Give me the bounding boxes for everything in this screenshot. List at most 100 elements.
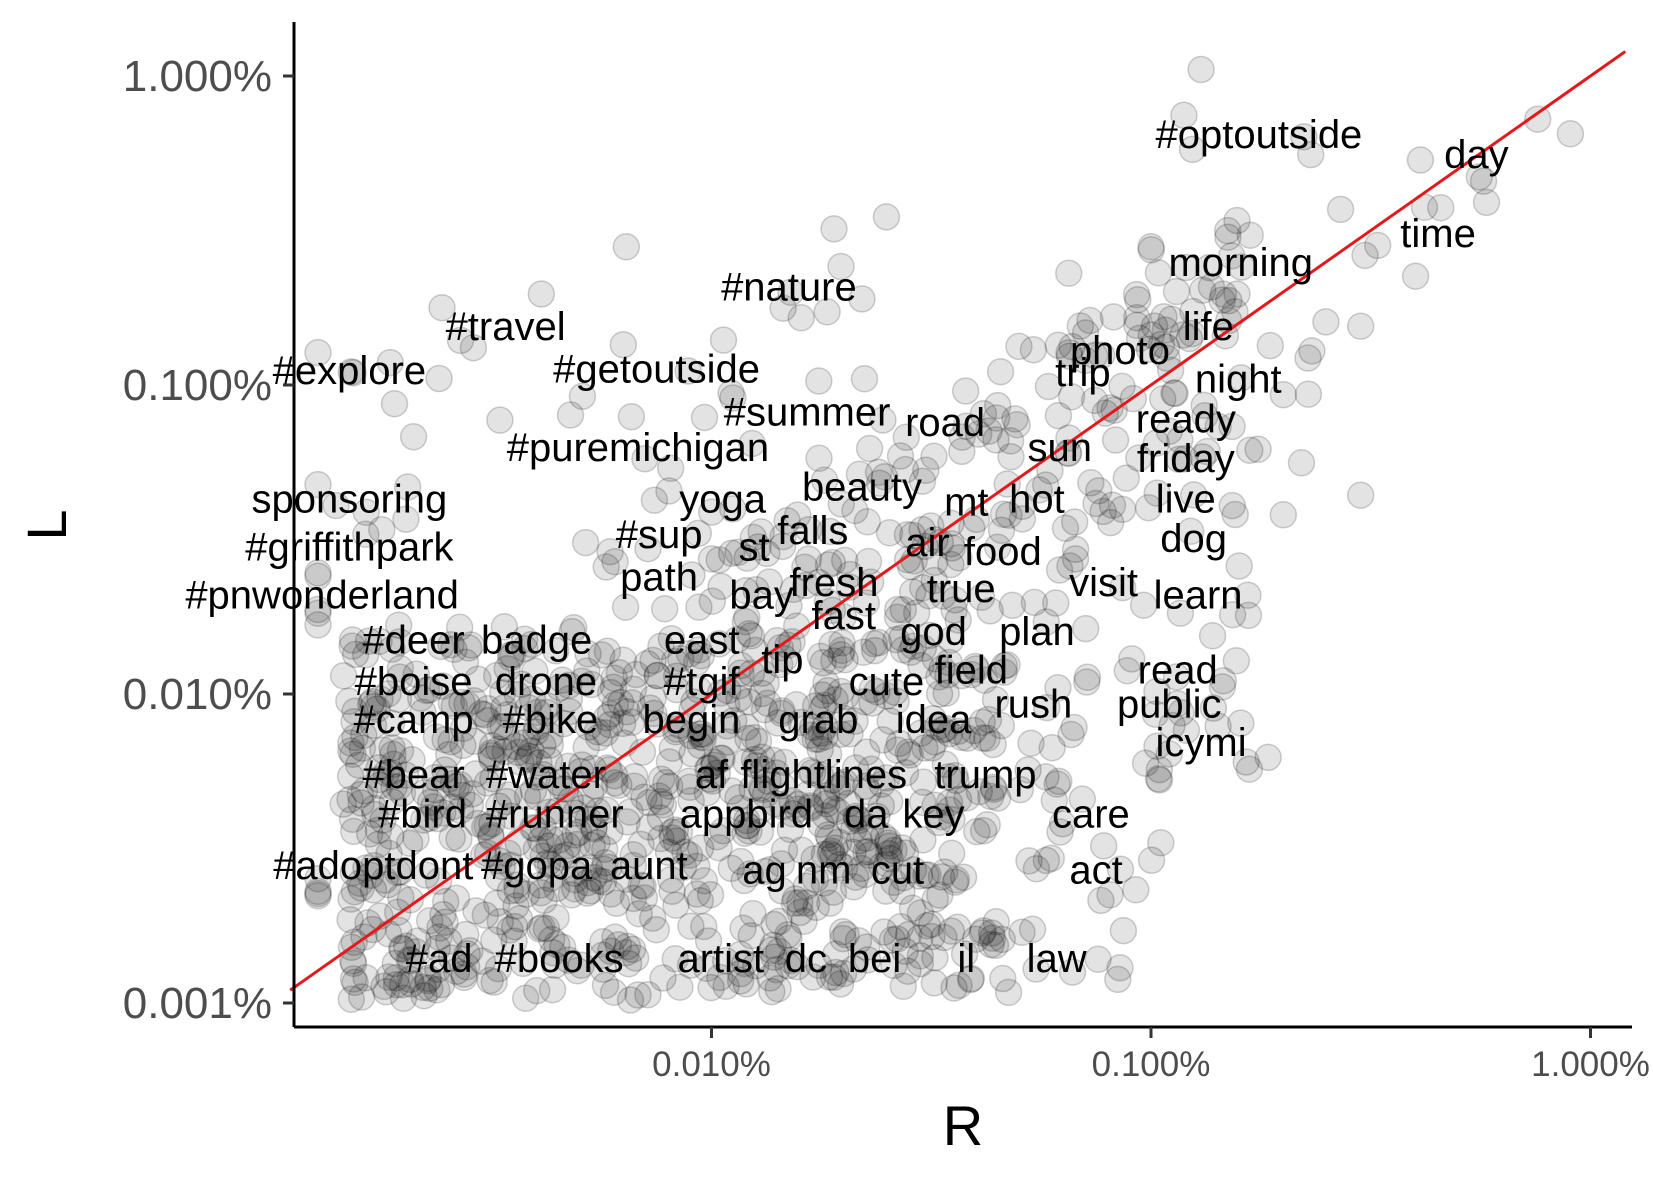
point xyxy=(805,568,833,597)
point xyxy=(365,754,393,782)
point xyxy=(396,886,425,914)
point xyxy=(461,760,490,788)
point xyxy=(997,443,1025,471)
point xyxy=(677,721,706,750)
point xyxy=(1113,656,1142,685)
x-tick-label: 0.100% xyxy=(1092,1045,1211,1084)
point xyxy=(1137,321,1166,349)
point xyxy=(935,719,964,748)
point xyxy=(346,780,375,809)
point xyxy=(935,648,963,677)
point xyxy=(622,660,650,689)
point xyxy=(478,809,506,838)
point xyxy=(606,688,635,717)
point xyxy=(639,684,667,713)
point xyxy=(916,621,944,650)
point xyxy=(948,437,976,466)
word-label: bay xyxy=(729,573,794,617)
point xyxy=(627,830,655,859)
point xyxy=(521,657,549,686)
point xyxy=(612,938,640,967)
point xyxy=(661,816,690,844)
point xyxy=(891,937,919,966)
point xyxy=(719,384,747,412)
point xyxy=(620,762,649,791)
point xyxy=(1427,193,1455,222)
point xyxy=(584,723,613,752)
point xyxy=(852,589,881,617)
point xyxy=(635,788,663,817)
point xyxy=(304,595,332,624)
point xyxy=(486,712,515,741)
point xyxy=(768,771,797,800)
point xyxy=(424,955,452,984)
point xyxy=(1060,713,1088,742)
point xyxy=(965,777,994,806)
point xyxy=(854,777,882,806)
point xyxy=(364,830,393,859)
point xyxy=(821,686,849,714)
point xyxy=(662,675,691,704)
point xyxy=(700,751,728,780)
point xyxy=(569,794,597,822)
point xyxy=(335,687,363,716)
point xyxy=(1171,444,1199,473)
point xyxy=(422,776,450,804)
point xyxy=(1104,965,1132,994)
point xyxy=(580,813,608,842)
point xyxy=(909,634,938,663)
point xyxy=(697,498,726,526)
point xyxy=(825,850,854,879)
point xyxy=(1096,394,1124,422)
point xyxy=(474,695,502,723)
point xyxy=(652,769,680,797)
point xyxy=(737,921,766,950)
point xyxy=(815,824,844,852)
point xyxy=(382,963,411,992)
point xyxy=(529,731,557,760)
point xyxy=(720,706,748,735)
point xyxy=(304,864,332,893)
point xyxy=(719,495,747,523)
point xyxy=(713,728,742,756)
point xyxy=(488,852,517,881)
point xyxy=(1162,277,1191,306)
point xyxy=(1148,385,1177,413)
point xyxy=(777,946,805,975)
word-label: #adoptdont xyxy=(273,844,473,888)
point xyxy=(973,810,1001,839)
point xyxy=(337,885,365,913)
point xyxy=(823,797,852,826)
point xyxy=(456,937,484,965)
point xyxy=(1089,497,1117,526)
point xyxy=(329,790,357,818)
point xyxy=(828,917,857,946)
point xyxy=(1326,195,1355,224)
point xyxy=(363,695,391,723)
point xyxy=(428,293,456,322)
point xyxy=(726,959,755,988)
point xyxy=(700,748,729,777)
point xyxy=(998,591,1027,620)
point xyxy=(870,918,898,946)
point xyxy=(835,807,864,836)
point xyxy=(1048,810,1077,838)
point xyxy=(869,726,897,754)
point xyxy=(304,470,332,499)
axis-layer: 0.010% 0.100% 1.000% 0.001% 0.010% 0.100% 1.00… xyxy=(123,52,1650,1084)
point xyxy=(617,708,646,737)
point xyxy=(434,765,463,794)
point xyxy=(1221,500,1249,529)
point xyxy=(929,582,957,610)
point xyxy=(658,877,686,906)
word-label: read xyxy=(1138,649,1218,693)
word-label: public xyxy=(1117,683,1222,727)
point xyxy=(593,637,622,666)
point xyxy=(746,818,775,846)
point xyxy=(1269,501,1298,529)
point xyxy=(619,851,648,880)
point xyxy=(677,912,705,940)
point xyxy=(1234,601,1263,630)
point xyxy=(352,963,380,992)
point xyxy=(620,772,649,800)
